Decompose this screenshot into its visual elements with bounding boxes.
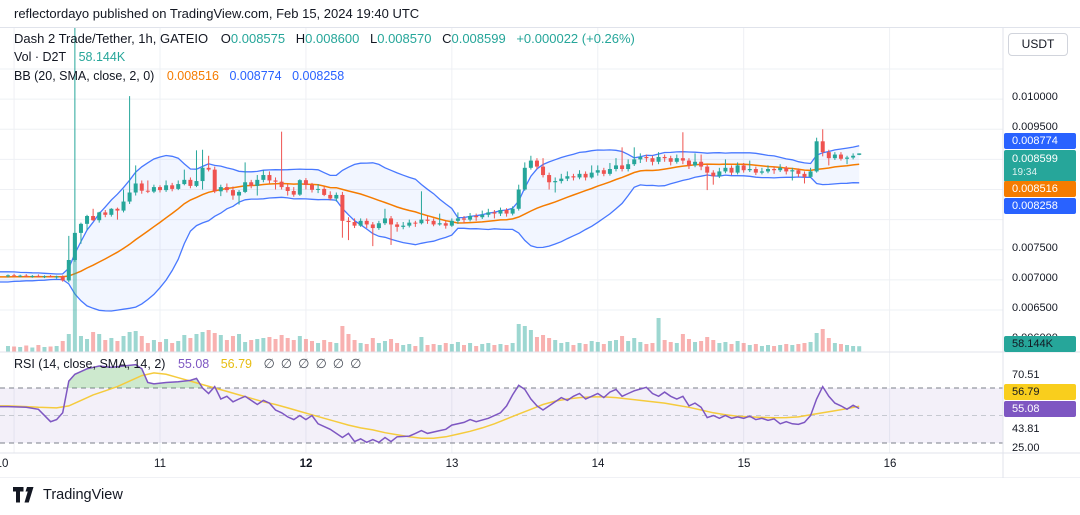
axis-badges: 0.008774 0.008599 19:34 0.008516 0.00825… [1003, 0, 1080, 515]
last-price-badge: 0.008599 19:34 [1004, 150, 1076, 182]
price-tick: 0.006500 [1012, 302, 1058, 314]
tradingview-logo-link[interactable]: TradingView [13, 487, 123, 503]
time-label: 12 [299, 458, 313, 470]
time-label: 10 [0, 458, 9, 470]
time-label: 15 [737, 458, 751, 470]
rsi-tick: 25.00 [1012, 442, 1040, 454]
bb-lower-badge: 0.008258 [1004, 198, 1076, 214]
time-label: 11 [154, 458, 166, 470]
time-label: 16 [883, 458, 897, 470]
time-axis[interactable]: 10 11 12 13 14 15 16 [0, 453, 1003, 478]
publish-attribution: reflectordayo published on TradingView.c… [0, 0, 1080, 27]
price-tick: 0.007500 [1012, 242, 1058, 254]
rsi-sma-badge: 56.79 [1004, 384, 1076, 400]
tradingview-wordmark: TradingView [43, 487, 123, 503]
bar-countdown: 19:34 [1012, 167, 1038, 178]
rsi-tick: 70.51 [1012, 369, 1040, 381]
tradingview-logo-icon [13, 487, 34, 503]
publish-attribution-text: reflectordayo published on TradingView.c… [14, 6, 420, 21]
price-tick: 0.007000 [1012, 272, 1058, 284]
rsi-value-badge: 55.08 [1004, 401, 1076, 417]
rsi-tick: 43.81 [1012, 423, 1040, 435]
currency-toggle-button[interactable]: USDT [1008, 33, 1068, 56]
price-tick: 0.009500 [1012, 121, 1058, 133]
time-label: 13 [445, 458, 459, 470]
time-label: 14 [591, 458, 605, 470]
bb-upper-badge: 0.008774 [1004, 133, 1076, 149]
volume-badge: 58.144K [1004, 336, 1076, 352]
bb-basis-badge: 0.008516 [1004, 181, 1076, 197]
price-tick: 0.010000 [1012, 91, 1058, 103]
footer: TradingView [0, 478, 1080, 515]
